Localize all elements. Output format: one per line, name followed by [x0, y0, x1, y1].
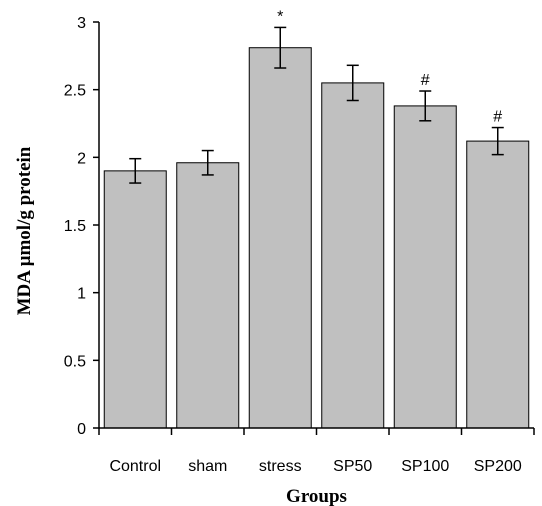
- y-tick-label: 1.5: [64, 218, 86, 235]
- bar-sp50: [321, 82, 385, 429]
- bar-sp200: [466, 140, 530, 429]
- y-ticks-layer: 0 0.5 1 1.5 2 2.5 3: [64, 15, 99, 438]
- error-bar: [129, 157, 142, 184]
- significance-marker: *: [277, 8, 283, 25]
- y-tick-label: 0: [77, 421, 86, 438]
- y-tick-label: 0.5: [64, 353, 86, 370]
- significance-marker: #: [421, 72, 430, 89]
- bar-sp100: [393, 105, 457, 429]
- x-ticks-layer: Control sham stress SP50 SP100 SP200: [98, 428, 535, 475]
- y-tick-label: 2: [77, 150, 86, 167]
- bar-control: [103, 170, 167, 429]
- bars-layer: [103, 47, 530, 429]
- y-axis-title: MDA μmol/g protein: [14, 146, 35, 315]
- y-tick-label: 1: [77, 286, 86, 303]
- x-category-label: SP100: [401, 458, 449, 475]
- error-bar: [419, 90, 432, 122]
- y-tick-label: 3: [77, 15, 86, 32]
- annotations-layer: * # #: [277, 8, 502, 125]
- error-bar: [274, 26, 287, 69]
- x-axis-title: Groups: [286, 486, 347, 506]
- x-category-label: SP50: [333, 458, 372, 475]
- x-category-label: SP200: [474, 458, 522, 475]
- error-bar: [346, 64, 359, 102]
- significance-marker: #: [493, 109, 502, 126]
- error-bar: [201, 149, 214, 176]
- bar-sham: [176, 162, 240, 429]
- x-category-label: sham: [188, 458, 227, 475]
- x-category-label: stress: [259, 458, 302, 475]
- y-tick-label: 2.5: [64, 83, 86, 100]
- error-bar: [491, 126, 504, 156]
- bar-stress: [248, 47, 312, 429]
- x-category-label: Control: [109, 458, 161, 475]
- error-bars-layer: [129, 26, 504, 184]
